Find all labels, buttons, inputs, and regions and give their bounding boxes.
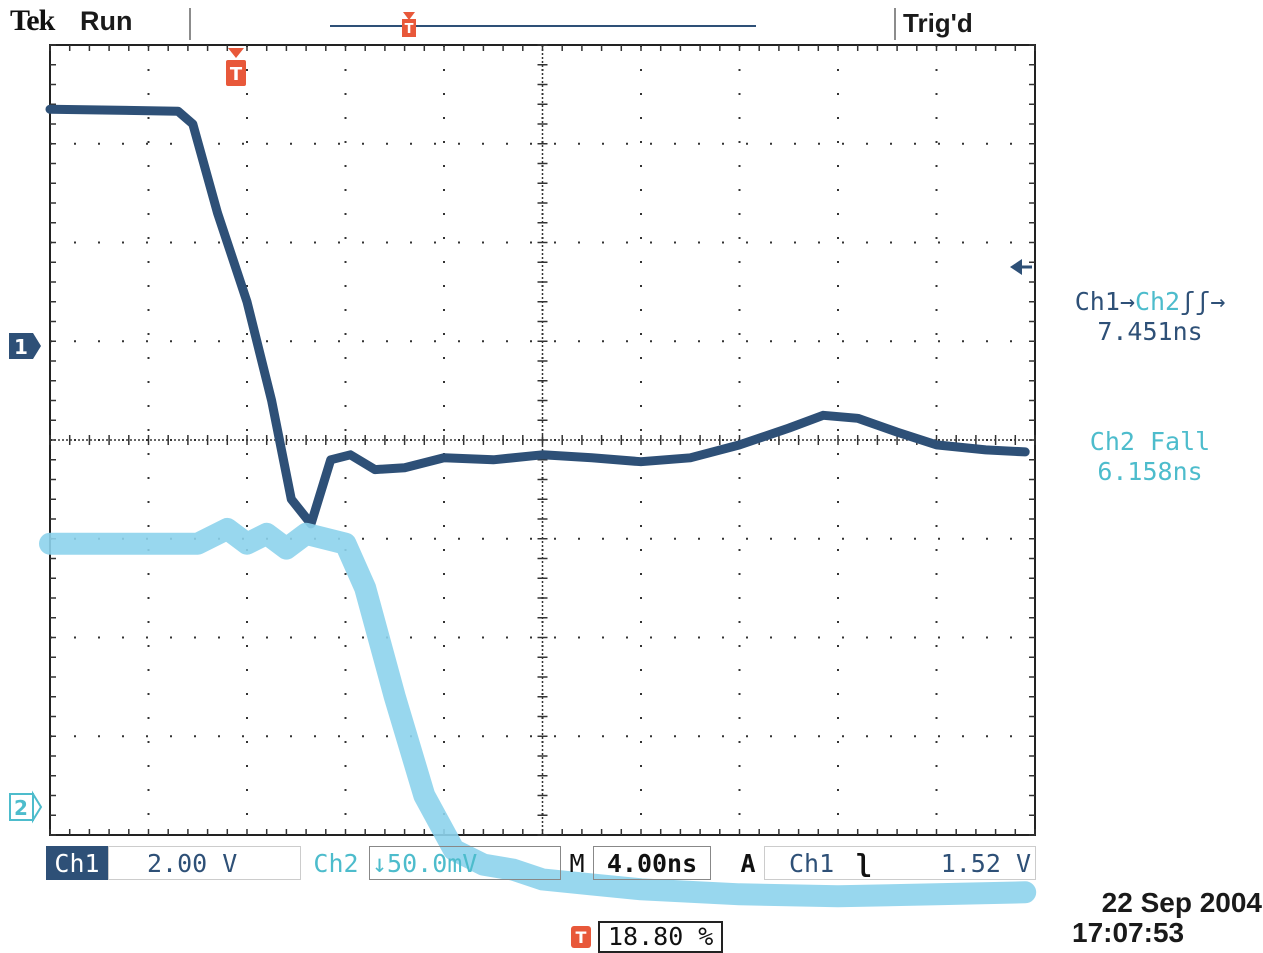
trigger-level: 1.52 V <box>940 848 1031 878</box>
trigger-position-readout: T 18.80 % <box>570 921 724 953</box>
svg-text:1: 1 <box>14 335 28 359</box>
svg-text:T: T <box>576 928 587 947</box>
trace-ch2 <box>39 517 1037 908</box>
trigger-position-value: 18.80 % <box>598 921 724 953</box>
time-label: M <box>569 848 585 878</box>
ch1-ch2-label-part3: ʃʃ→ <box>1180 287 1226 316</box>
ch1-label[interactable]: Ch1 <box>46 846 108 880</box>
date-readout: 22 Sep 2004 <box>1101 887 1262 918</box>
record-trigger-marker: T <box>402 12 416 37</box>
run-status: Run <box>80 6 133 36</box>
graticule-grid <box>49 44 1036 836</box>
ch2-fall-value: 6.158ns <box>1097 457 1203 486</box>
ch2-reference-marker: 2 <box>9 790 43 824</box>
ch2-label[interactable]: Ch2 <box>313 848 359 878</box>
time-scale[interactable]: 4.00ns <box>593 846 711 880</box>
brand-logo: Tek <box>10 4 55 37</box>
svg-text:2: 2 <box>14 796 28 820</box>
trigger-setting[interactable]: Ch1 ʅ 1.52 V <box>764 846 1036 880</box>
trace-ch1 <box>45 104 1030 529</box>
trigger-position-marker: T <box>226 48 246 86</box>
trigger-slope-icon: ʅ <box>856 848 872 878</box>
waveform-traces <box>39 104 1037 908</box>
trigger-label: A <box>740 848 756 878</box>
ch1-ch2-delay-value: 7.451ns <box>1097 317 1203 346</box>
ch1-scale[interactable]: 2.00 V <box>108 846 301 880</box>
trigger-source: Ch1 <box>789 848 835 878</box>
status-bar: Ch1 2.00 V Ch2 ↓50.0mV M 4.00ns A Ch1 ʅ … <box>46 846 1036 880</box>
trigger-level-arrow <box>1010 259 1032 275</box>
trigger-icon: T <box>571 926 591 948</box>
ch1-ch2-label-part2: Ch2 <box>1134 287 1181 316</box>
time-readout: 17:07:53 <box>1072 917 1185 948</box>
svg-text:T: T <box>405 22 414 37</box>
ch2-scale[interactable]: ↓50.0mV <box>369 846 561 880</box>
ch1-ch2-label-part1: Ch1→ <box>1074 287 1135 316</box>
ch1-reference-marker: 1 <box>9 333 41 359</box>
ch1-ch2-delay-label: Ch1→Ch2ʃʃ→ <box>1040 287 1260 317</box>
svg-text:T: T <box>230 64 243 85</box>
trigger-status: Trig'd <box>903 8 973 38</box>
ch2-fall-label: Ch2 Fall <box>1089 427 1211 456</box>
